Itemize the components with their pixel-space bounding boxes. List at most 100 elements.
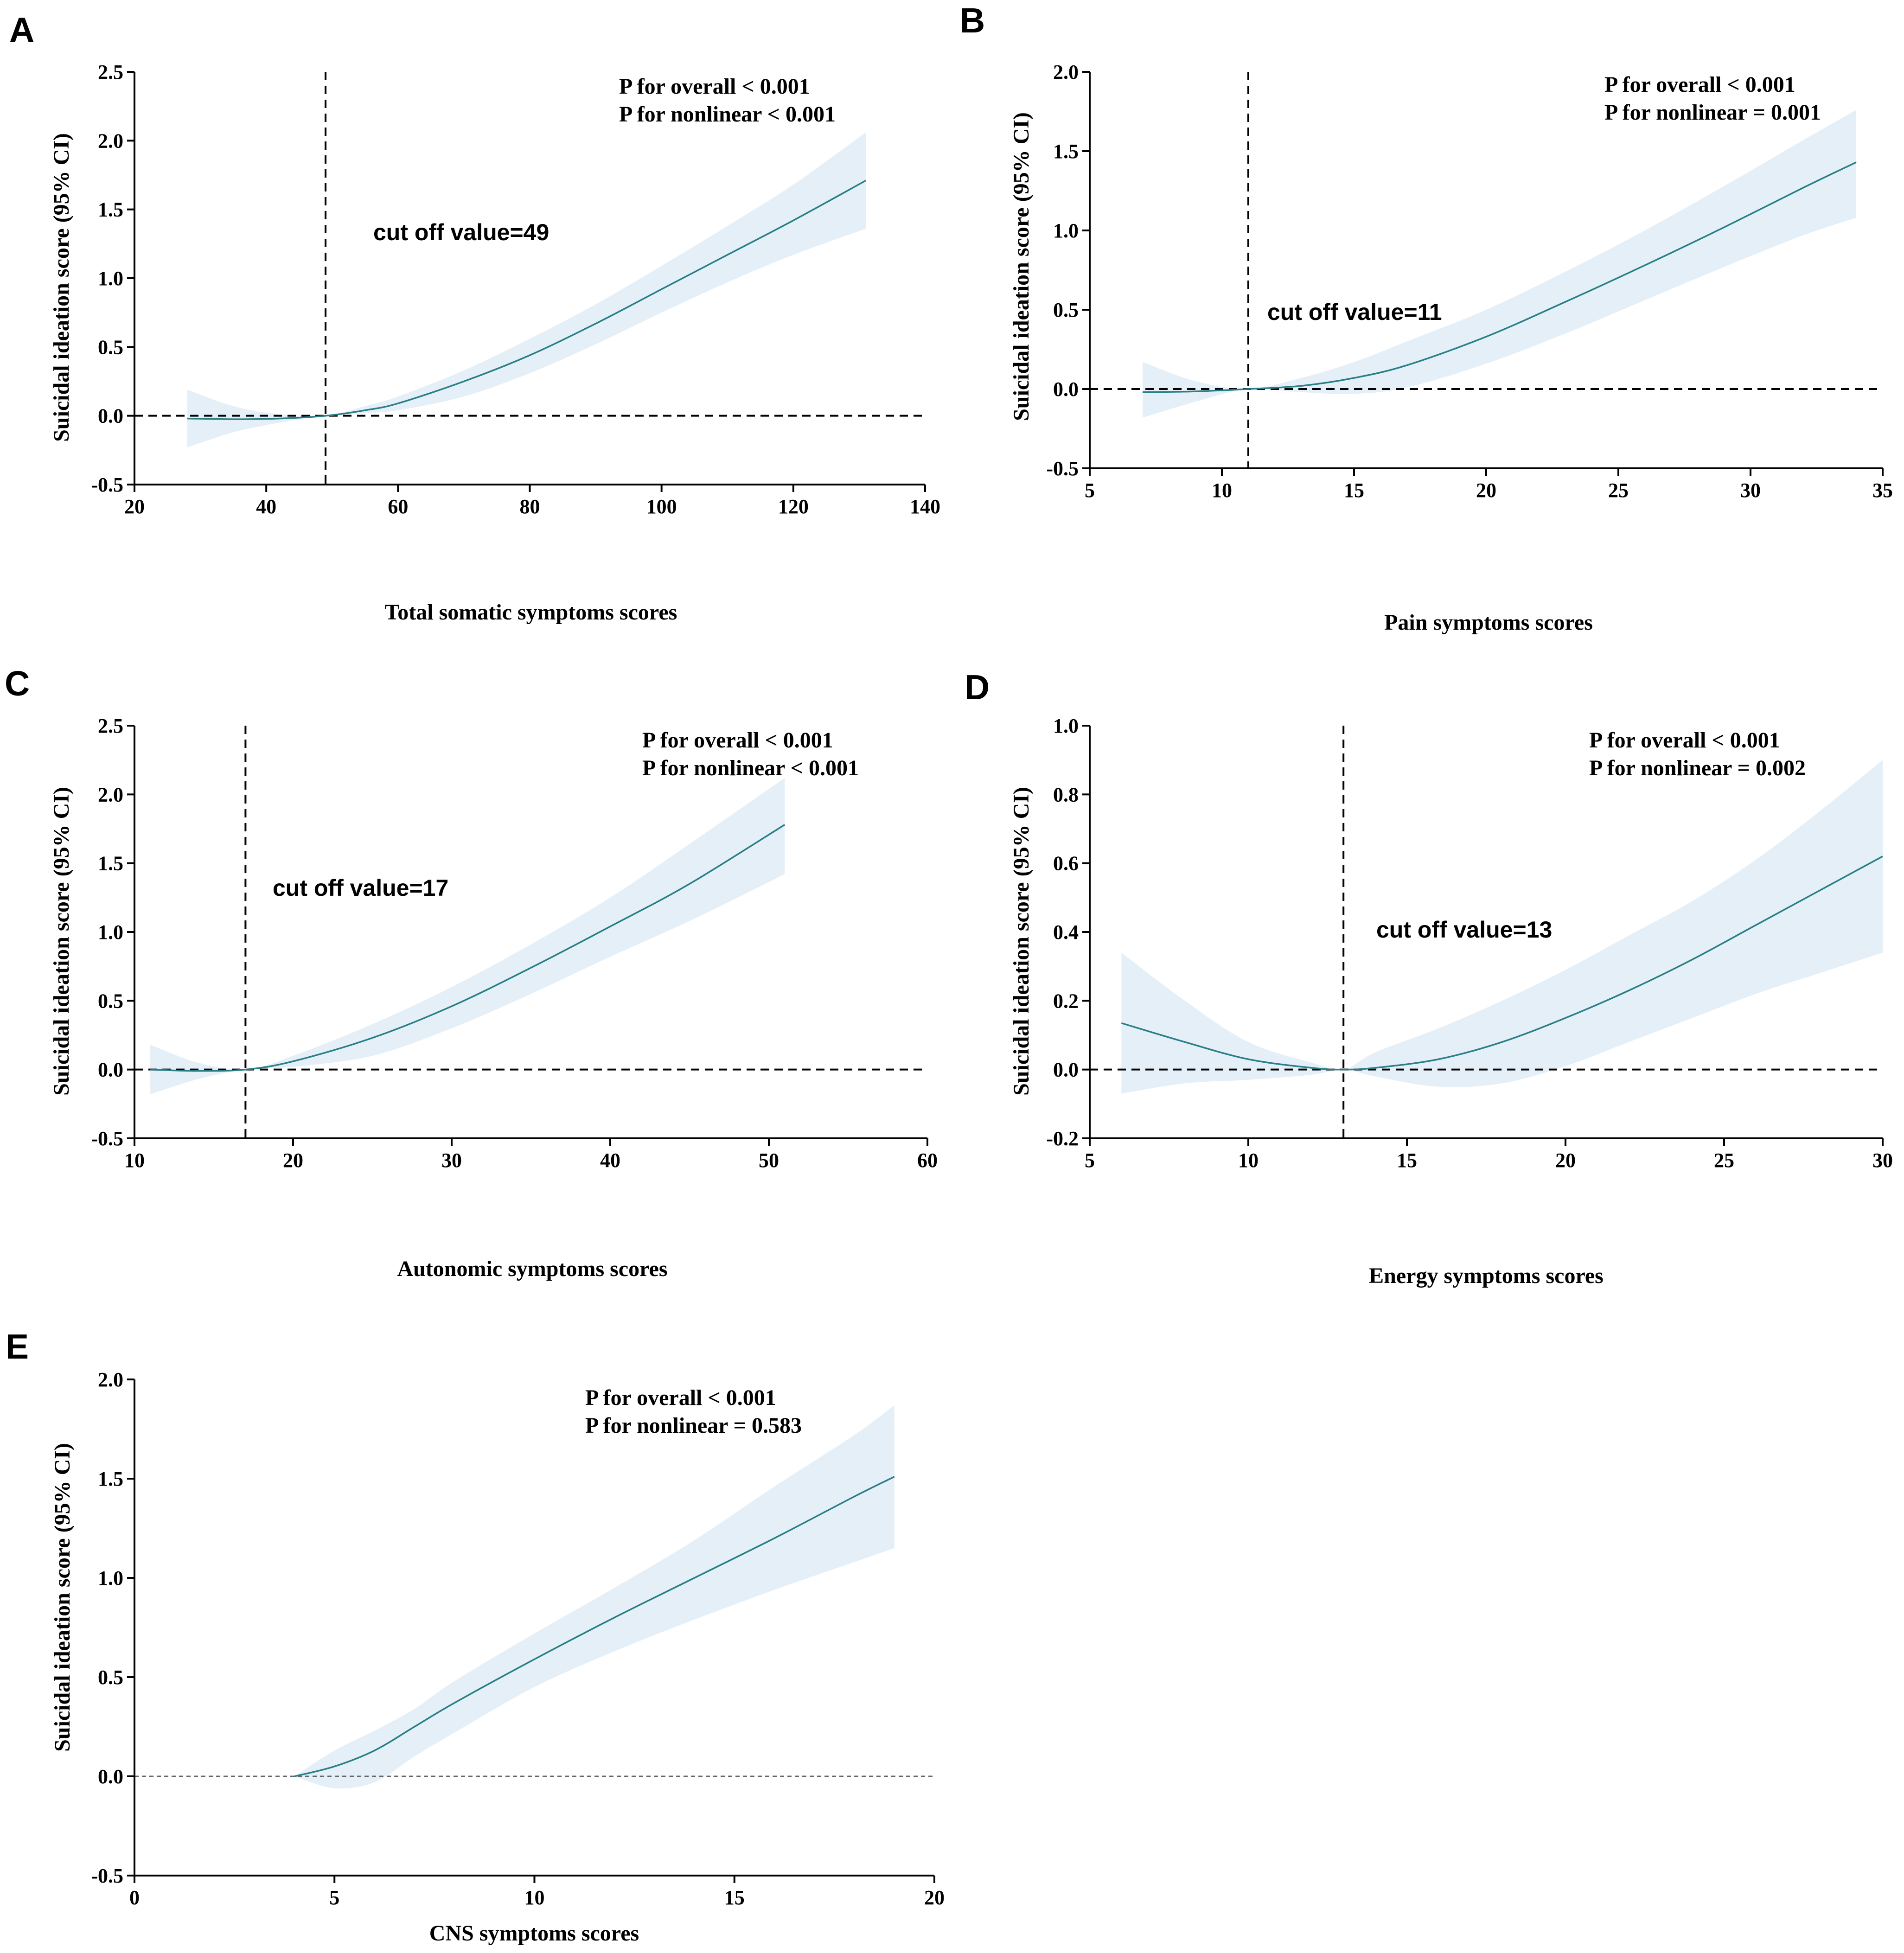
- y-tick-label: -0.5: [91, 1127, 123, 1150]
- y-tick-label: 2.5: [98, 61, 123, 83]
- x-tick-label: 120: [778, 495, 809, 518]
- y-tick-label: 2.0: [1053, 61, 1079, 83]
- p-overall-text: P for overall < 0.001: [1589, 728, 1780, 753]
- x-tick-label: 15: [1344, 479, 1364, 502]
- x-tick-label: 10: [1212, 479, 1232, 502]
- x-axis-title: Energy symptoms scores: [1369, 1264, 1604, 1288]
- estimate-curve: [187, 179, 866, 420]
- y-axis-title: Suicidal ideation score (95% CI): [1009, 112, 1034, 421]
- x-axis-title: Pain symptoms scores: [1384, 610, 1593, 635]
- x-tick-label: 30: [1740, 479, 1761, 502]
- x-axis-title: CNS symptoms scores: [429, 1921, 639, 1946]
- ci-band: [187, 132, 866, 447]
- y-tick-label: 1.5: [98, 852, 123, 875]
- y-tick-label: 2.0: [98, 783, 123, 806]
- x-tick-label: 35: [1872, 479, 1893, 502]
- y-tick-label: 1.0: [1053, 715, 1079, 737]
- ci-band: [1143, 110, 1856, 418]
- ci-band: [1121, 760, 1883, 1094]
- p-overall-text: P for overall < 0.001: [1604, 72, 1795, 97]
- y-tick-label: -0.5: [1046, 457, 1079, 480]
- x-tick-label: 100: [646, 495, 677, 518]
- y-tick-label: 0.0: [98, 1765, 123, 1788]
- cutoff-label: cut off value=13: [1376, 917, 1552, 943]
- y-tick-label: 2.5: [98, 715, 123, 737]
- p-nonlinear-text: P for nonlinear = 0.583: [585, 1413, 802, 1438]
- axes: 10 20 30 40 50 60 -0.5 0.0 0.5 1.0 1.5 2.0 2.5: [91, 715, 938, 1172]
- axes: 20 40 60 80 100 120 140 -0.5 0.0 0.5 1.0 1.5 2.0 2.5: [91, 61, 940, 518]
- axes: 0 5 10 15 20 -0.5 0.0 0.5 1.0 1.5 2.0: [91, 1368, 945, 1909]
- cutoff-label: cut off value=49: [373, 219, 549, 245]
- y-tick-label: 0.5: [1053, 299, 1079, 321]
- x-tick-label: 40: [256, 495, 276, 518]
- y-tick-label: 1.5: [98, 1468, 123, 1490]
- y-tick-label: 0.0: [98, 1059, 123, 1081]
- y-tick-label: 0.0: [1053, 1059, 1079, 1081]
- y-tick-label: -0.5: [91, 473, 123, 496]
- y-tick-label: 0.5: [98, 336, 123, 358]
- estimate-curve: [1121, 855, 1883, 1071]
- y-tick-label: 2.0: [98, 1368, 123, 1391]
- panel-c: C 10 20 30 40 50 60 -0.5 0.0 0.5 1.0 1.5 2.0 2.5 P f…: [5, 664, 938, 1281]
- panel-letter-b: B: [960, 1, 985, 40]
- x-tick-label: 0: [129, 1886, 140, 1909]
- x-tick-label: 30: [1872, 1149, 1893, 1172]
- panel-e: E 0 5 10 15 20 -0.5 0.0 0.5 1.0 1.5 2.0 P for over…: [6, 1327, 945, 1946]
- y-tick-label: 0.5: [98, 989, 123, 1012]
- estimate-curve: [150, 824, 786, 1072]
- axes: 5 10 15 20 25 30 35 -0.5 0.0 0.5 1.0 1.5 2.0: [1046, 61, 1893, 502]
- p-nonlinear-text: P for nonlinear < 0.001: [642, 756, 859, 780]
- cutoff-label: cut off value=17: [273, 875, 448, 901]
- panel-b: B 5 10 15 20 25 30 35 -0.5 0.0 0.5 1.0 1.5 2.0 P for…: [960, 1, 1893, 635]
- y-tick-label: 0.5: [98, 1666, 123, 1689]
- x-tick-label: 20: [924, 1886, 945, 1909]
- x-tick-label: 20: [1555, 1149, 1576, 1172]
- x-tick-label: 10: [1238, 1149, 1259, 1172]
- p-overall-text: P for overall < 0.001: [642, 728, 833, 753]
- x-tick-label: 15: [724, 1886, 745, 1909]
- x-tick-label: 5: [1085, 479, 1095, 502]
- y-tick-label: 0.6: [1053, 852, 1079, 875]
- x-tick-label: 30: [441, 1149, 462, 1172]
- p-overall-text: P for overall < 0.001: [585, 1385, 776, 1410]
- p-nonlinear-text: P for nonlinear = 0.001: [1604, 100, 1821, 125]
- panel-d: D 5 10 15 20 25 30 -0.2 0.0 0.2 0.4 0.6 0.8 1.0 P fo…: [965, 668, 1893, 1288]
- x-tick-label: 20: [283, 1149, 303, 1172]
- p-nonlinear-text: P for nonlinear = 0.002: [1589, 756, 1806, 780]
- x-tick-label: 80: [520, 495, 540, 518]
- x-axis-title: Autonomic symptoms scores: [397, 1257, 667, 1281]
- y-tick-label: 1.0: [98, 921, 123, 944]
- y-axis-title: Suicidal ideation score (95% CI): [50, 1443, 75, 1752]
- panel-letter-c: C: [5, 664, 30, 703]
- y-tick-label: -0.5: [91, 1864, 123, 1887]
- panel-letter-e: E: [6, 1327, 29, 1366]
- y-tick-label: 1.0: [1053, 219, 1079, 242]
- y-tick-label: 1.0: [98, 1567, 123, 1589]
- y-tick-label: 1.0: [98, 267, 123, 290]
- cutoff-label: cut off value=11: [1267, 299, 1442, 325]
- x-tick-label: 5: [329, 1886, 339, 1909]
- y-tick-label: 0.0: [1053, 378, 1079, 401]
- panel-letter-a: A: [9, 10, 34, 49]
- p-overall-text: P for overall < 0.001: [619, 74, 810, 99]
- y-tick-label: 0.2: [1053, 989, 1079, 1012]
- y-axis-title: Suicidal ideation score (95% CI): [49, 787, 74, 1096]
- y-tick-label: 0.8: [1053, 783, 1079, 806]
- x-tick-label: 50: [759, 1149, 779, 1172]
- x-tick-label: 25: [1608, 479, 1629, 502]
- x-tick-label: 60: [388, 495, 408, 518]
- p-nonlinear-text: P for nonlinear < 0.001: [619, 102, 836, 127]
- panel-a: A 20 40 60 80 100 120 140 -0.5 0.0 0.5 1.0 1.5 2.0 2.…: [9, 10, 940, 625]
- estimate-curve: [294, 1476, 895, 1777]
- y-tick-label: 1.5: [1053, 140, 1079, 163]
- x-tick-label: 10: [524, 1886, 545, 1909]
- x-tick-label: 20: [1476, 479, 1496, 502]
- axes: 5 10 15 20 25 30 -0.2 0.0 0.2 0.4 0.6 0.8 1.0: [1046, 715, 1893, 1172]
- y-tick-label: 2.0: [98, 129, 123, 152]
- x-tick-label: 10: [124, 1149, 145, 1172]
- y-tick-label: 0.0: [98, 405, 123, 428]
- x-tick-label: 15: [1397, 1149, 1417, 1172]
- x-tick-label: 20: [124, 495, 145, 518]
- x-tick-label: 25: [1714, 1149, 1734, 1172]
